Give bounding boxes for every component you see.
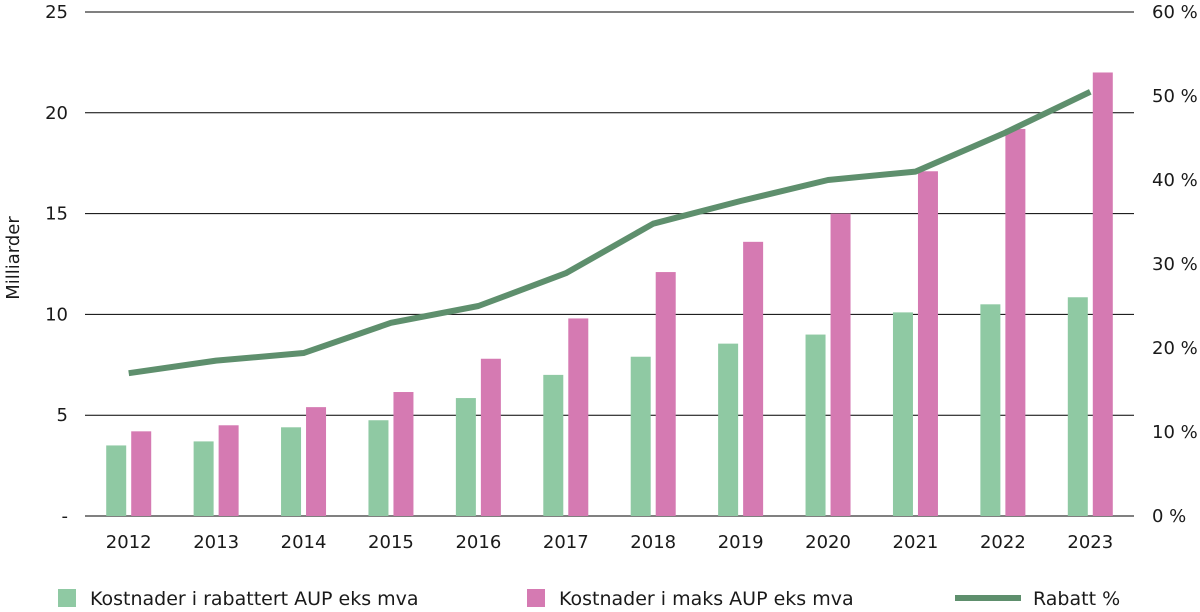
x-axis-ticks: 2012 2013 2014 2015 2016 2017 2018 2019 2020 2021… <box>106 532 1113 553</box>
bar-maks-2023 <box>1092 72 1113 516</box>
legend-item: Kostnader i maks AUP eks mva <box>527 588 854 610</box>
x-tick-label: 2012 <box>106 532 152 553</box>
bar-rabattert-2014 <box>281 427 302 516</box>
bars <box>106 72 1113 517</box>
rabatt-line-layer <box>128 89 1092 377</box>
legend-swatch <box>58 589 76 607</box>
left-tick-label: 15 <box>45 204 68 225</box>
right-tick-label: 10 % <box>1152 422 1198 443</box>
right-axis-ticks: 0 % 10 % 20 % 30 % 40 % 50 % 60 % <box>1152 2 1198 527</box>
x-tick-label: 2013 <box>193 532 239 553</box>
left-tick-label: - <box>62 506 69 527</box>
bar-maks-2016 <box>480 358 501 516</box>
bar-maks-2012 <box>131 431 152 516</box>
bar-maks-2020 <box>830 213 851 516</box>
bar-maks-2022 <box>1005 128 1026 517</box>
bar-rabattert-2021 <box>892 312 913 516</box>
bar-rabattert-2015 <box>368 420 389 516</box>
legend-label: Kostnader i rabattert AUP eks mva <box>90 588 419 610</box>
bar-rabattert-2013 <box>193 441 214 516</box>
right-tick-label: 30 % <box>1152 254 1198 275</box>
legend-swatch <box>527 589 545 607</box>
bar-rabattert-2020 <box>805 334 826 516</box>
bar-rabattert-2018 <box>630 356 651 516</box>
legend-label: Rabatt % <box>1033 588 1120 610</box>
x-tick-label: 2016 <box>455 532 501 553</box>
left-axis-ticks: - 5 10 15 20 25 <box>45 2 68 527</box>
left-tick-label: 20 <box>45 103 68 124</box>
bar-rabattert-2022 <box>980 304 1001 516</box>
legend-label: Kostnader i maks AUP eks mva <box>559 588 854 610</box>
bar-maks-2015 <box>393 392 414 516</box>
right-tick-label: 20 % <box>1152 338 1198 359</box>
x-tick-label: 2019 <box>718 532 764 553</box>
bar-rabattert-2019 <box>718 343 739 516</box>
legend: Kostnader i rabattert AUP eks mva Kostnad… <box>58 588 1120 610</box>
x-tick-label: 2023 <box>1067 532 1113 553</box>
bar-rabattert-2012 <box>106 445 127 516</box>
bar-maks-2014 <box>306 407 327 516</box>
x-tick-label: 2017 <box>543 532 589 553</box>
right-tick-label: 0 % <box>1152 506 1186 527</box>
legend-item: Rabatt % <box>955 588 1120 610</box>
bar-rabattert-2023 <box>1067 297 1088 516</box>
right-tick-label: 60 % <box>1152 2 1198 23</box>
bar-maks-2017 <box>568 318 589 516</box>
x-tick-label: 2021 <box>893 532 939 553</box>
bar-maks-2019 <box>743 241 764 516</box>
bar-maks-2021 <box>917 171 938 517</box>
bar-rabattert-2017 <box>543 374 564 516</box>
left-tick-label: 5 <box>57 405 68 426</box>
right-tick-label: 50 % <box>1152 86 1198 107</box>
gridlines <box>85 11 1134 517</box>
x-tick-label: 2015 <box>368 532 414 553</box>
left-tick-label: 25 <box>45 2 68 23</box>
x-tick-label: 2018 <box>630 532 676 553</box>
rabatt-line <box>128 89 1092 377</box>
right-tick-label: 40 % <box>1152 170 1198 191</box>
x-tick-label: 2020 <box>805 532 851 553</box>
left-tick-label: 10 <box>45 304 68 325</box>
bar-maks-2018 <box>655 272 676 516</box>
x-tick-label: 2014 <box>281 532 327 553</box>
legend-item: Kostnader i rabattert AUP eks mva <box>58 588 419 610</box>
y-axis-label: Milliarder <box>3 216 24 300</box>
bar-rabattert-2016 <box>455 398 476 516</box>
x-tick-label: 2022 <box>980 532 1026 553</box>
bar-maks-2013 <box>218 425 239 516</box>
